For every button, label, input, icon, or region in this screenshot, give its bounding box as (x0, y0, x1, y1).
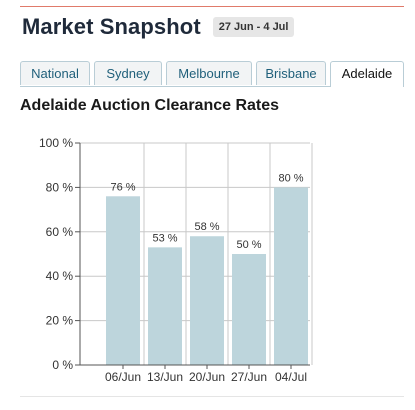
page-title: Market Snapshot (22, 14, 201, 39)
bottom-divider (20, 396, 404, 397)
y-tick-label: 100 % (39, 136, 73, 150)
bar (274, 187, 308, 365)
y-tick-label: 60 % (46, 225, 74, 239)
city-tabs: National Sydney Melbourne Brisbane Adela… (20, 61, 404, 87)
x-tick-label: 13/Jun (147, 370, 183, 384)
y-tick-label: 20 % (46, 314, 74, 328)
data-label: 58 % (194, 221, 219, 233)
y-tick-label: 80 % (46, 180, 74, 194)
bar (232, 254, 266, 365)
bar (148, 247, 182, 365)
x-tick-label: 06/Jun (105, 370, 141, 384)
chart-title: Adelaide Auction Clearance Rates (20, 97, 280, 114)
date-range-badge: 27 Jun - 4 Jul (212, 17, 295, 37)
tab-adelaide[interactable]: Adelaide (330, 61, 404, 87)
x-tick-label: 04/Jul (275, 370, 307, 384)
data-label: 50 % (236, 239, 261, 251)
data-label: 76 % (110, 181, 135, 193)
x-tick-label: 20/Jun (189, 370, 225, 384)
bar (190, 236, 224, 365)
y-tick-label: 0 % (52, 358, 73, 372)
top-divider (20, 6, 404, 7)
header: Market Snapshot 27 Jun - 4 Jul (22, 14, 295, 40)
data-label: 80 % (278, 172, 303, 184)
data-label: 53 % (152, 232, 177, 244)
y-tick-label: 40 % (46, 269, 74, 283)
tab-brisbane[interactable]: Brisbane (256, 61, 326, 85)
bar (106, 196, 140, 365)
tab-national[interactable]: National (20, 61, 90, 85)
tab-melbourne[interactable]: Melbourne (166, 61, 252, 85)
x-tick-label: 27/Jun (231, 370, 267, 384)
tab-sydney[interactable]: Sydney (94, 61, 162, 85)
